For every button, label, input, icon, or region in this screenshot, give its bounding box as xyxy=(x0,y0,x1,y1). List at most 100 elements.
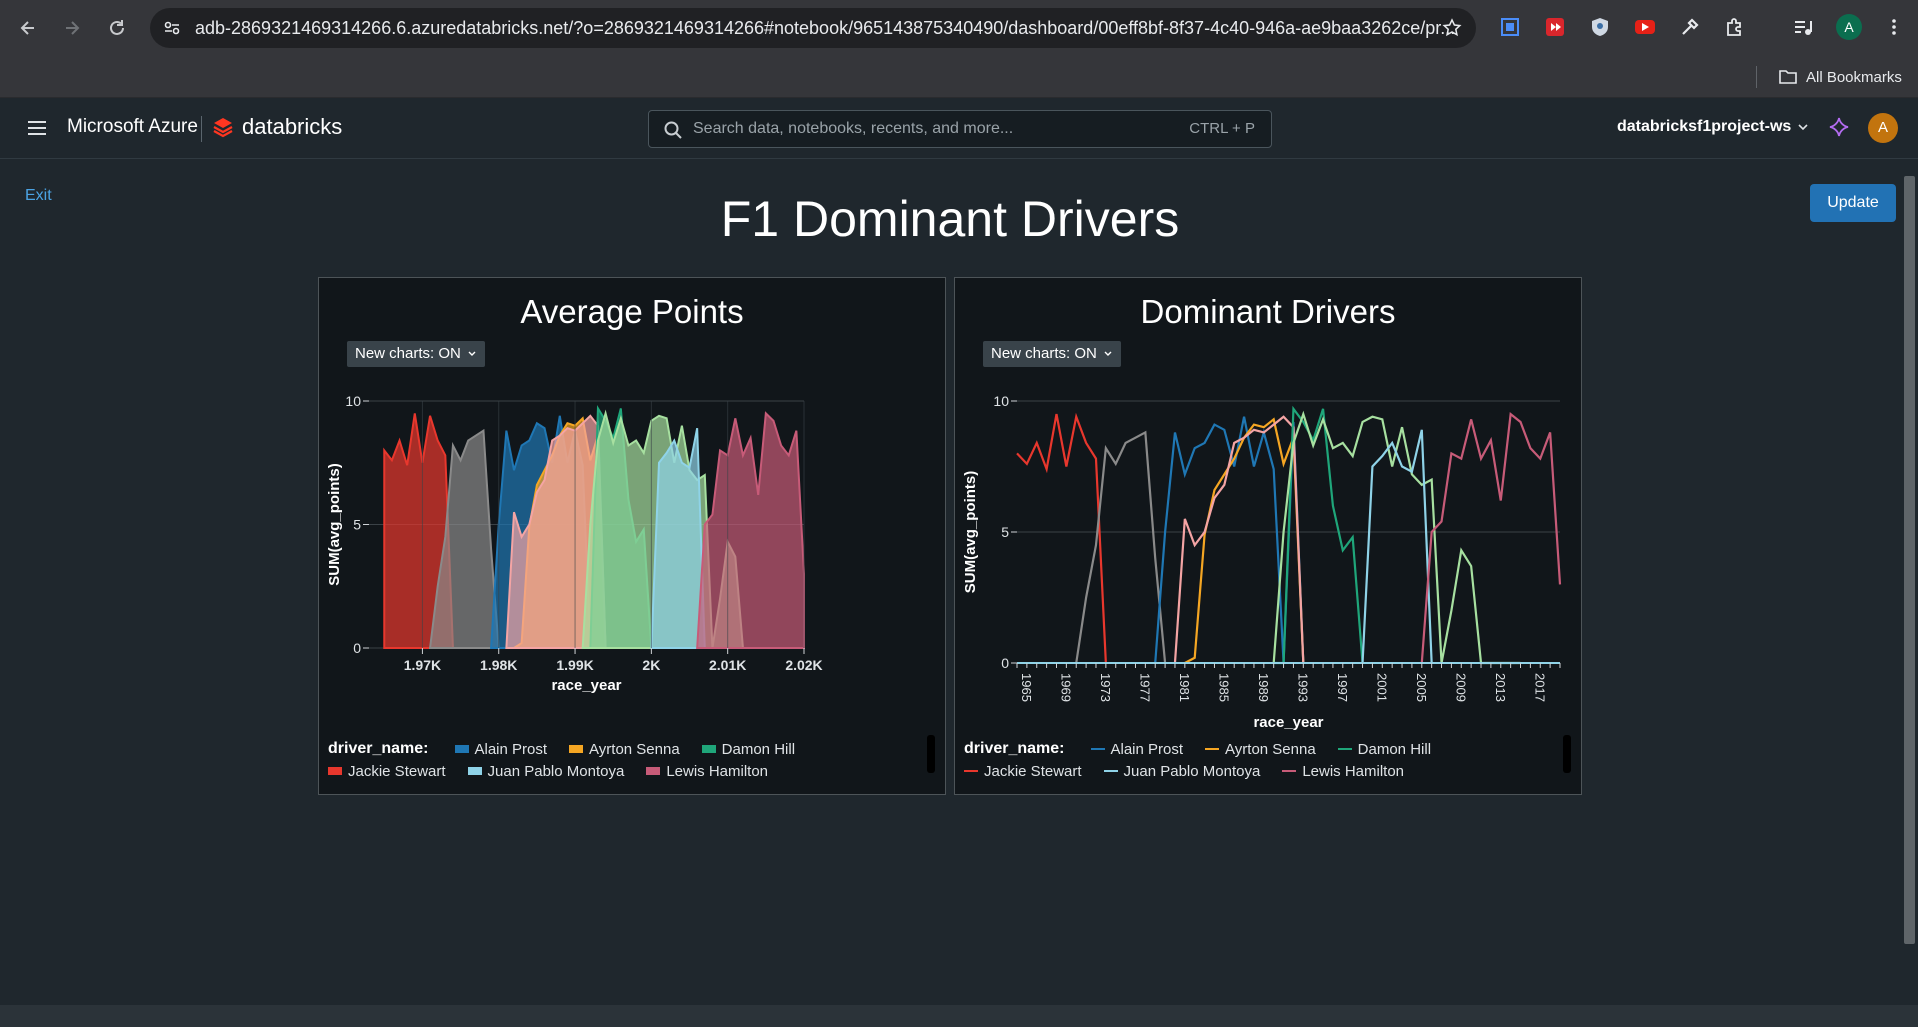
media-control-icon[interactable] xyxy=(1790,14,1816,40)
x-tick-label: 1973 xyxy=(1098,673,1113,702)
video-extension-icon[interactable] xyxy=(1542,14,1568,40)
chrome-profile-avatar[interactable]: A xyxy=(1836,14,1862,40)
line-series-driver-7[interactable] xyxy=(1272,410,1521,665)
brand-divider xyxy=(201,116,202,142)
toggle-label: New charts: ON xyxy=(991,345,1097,362)
chart-panel-average-points: Average Points New charts: ON 0 5 10 1.97K 1… xyxy=(318,277,946,795)
reload-button[interactable] xyxy=(101,12,133,44)
user-avatar[interactable]: A xyxy=(1868,113,1898,143)
address-bar[interactable]: adb-2869321469314266.6.azuredatabricks.n… xyxy=(150,8,1476,48)
x-tick-label: 2.02K xyxy=(785,657,822,673)
area-series-lewis-hamilton[interactable] xyxy=(696,411,805,649)
area-series-driver-5[interactable] xyxy=(505,414,607,649)
page-scrollbar-thumb[interactable] xyxy=(1904,176,1915,944)
x-tick-label: 2.01K xyxy=(709,657,746,673)
new-charts-toggle[interactable]: New charts: ON xyxy=(983,341,1121,367)
workspace-switcher[interactable]: databricksf1project-ws xyxy=(1617,118,1809,136)
legend-item-ayrton-senna[interactable]: Ayrton Senna xyxy=(1205,741,1316,758)
youtube-extension-icon[interactable] xyxy=(1632,14,1658,40)
assistant-sparkle-icon[interactable] xyxy=(1828,116,1850,138)
line-series-driver-2[interactable] xyxy=(1075,430,1167,664)
line-series-damon-hill[interactable] xyxy=(1273,405,1364,665)
legend-item-juan-pablo-montoya[interactable]: Juan Pablo Montoya xyxy=(1103,763,1260,780)
x-tick-label: 1989 xyxy=(1256,673,1271,702)
line-series-jackie-stewart[interactable] xyxy=(1016,412,1107,664)
arrow-right-icon xyxy=(66,21,80,35)
search-input[interactable] xyxy=(693,111,1133,147)
legend-title: driver_name: xyxy=(328,740,429,757)
x-tick-label: 2001 xyxy=(1374,673,1389,702)
all-bookmarks-button[interactable]: All Bookmarks xyxy=(1778,65,1902,89)
x-tick-label: 2K xyxy=(642,657,660,673)
x-axis-label: race_year xyxy=(1253,714,1323,731)
legend: driver_name: Alain Prost Ayrton Senna Da… xyxy=(964,738,1544,782)
panel-title: Average Points xyxy=(520,293,744,330)
legend-item-jackie-stewart[interactable]: Jackie Stewart xyxy=(328,763,446,780)
y-tick-label: 0 xyxy=(353,640,361,656)
exit-link[interactable]: Exit xyxy=(25,187,52,204)
x-tick-label: 1.97K xyxy=(404,657,441,673)
chevron-down-icon xyxy=(1798,124,1808,131)
legend-item-lewis-hamilton[interactable]: Lewis Hamilton xyxy=(1282,763,1404,780)
legend-item-alain-prost[interactable]: Alain Prost xyxy=(454,741,547,758)
legend-scrollbar[interactable] xyxy=(927,735,935,773)
line-series-driver-5[interactable] xyxy=(1173,415,1305,664)
folder-icon xyxy=(1779,70,1797,84)
hamburger-menu-icon[interactable] xyxy=(26,118,48,138)
legend-item-damon-hill[interactable]: Damon Hill xyxy=(701,741,795,758)
eyedropper-extension-icon[interactable] xyxy=(1677,14,1703,40)
y-tick-label: 10 xyxy=(993,393,1009,409)
search-icon xyxy=(664,121,682,139)
area-series-jackie-stewart[interactable] xyxy=(383,413,454,649)
legend-item-alain-prost[interactable]: Alain Prost xyxy=(1090,741,1183,758)
x-tick-label: 1985 xyxy=(1216,673,1231,702)
legend-item-lewis-hamilton[interactable]: Lewis Hamilton xyxy=(646,763,768,780)
databricks-logo-icon xyxy=(213,118,233,138)
forward-button[interactable] xyxy=(56,12,88,44)
line-series-alain-prost[interactable] xyxy=(1154,416,1305,664)
shield-extension-icon[interactable] xyxy=(1587,14,1613,40)
horizontal-scrollbar[interactable] xyxy=(0,1005,1918,1027)
extensions-puzzle-icon[interactable] xyxy=(1722,14,1748,40)
x-tick-label: 2013 xyxy=(1493,673,1508,702)
legend-item-damon-hill[interactable]: Damon Hill xyxy=(1337,741,1431,758)
reload-icon xyxy=(110,20,124,35)
y-tick-label: 5 xyxy=(1001,524,1009,540)
x-tick-label: 1969 xyxy=(1058,673,1073,702)
y-tick-label: 0 xyxy=(1001,655,1009,671)
brand-databricks[interactable]: databricks xyxy=(212,114,342,140)
area-series-juan-pablo-montoya[interactable] xyxy=(650,427,706,649)
legend-item-ayrton-senna[interactable]: Ayrton Senna xyxy=(569,741,680,758)
chrome-menu-icon[interactable] xyxy=(1881,14,1907,40)
legend-scrollbar[interactable] xyxy=(1563,735,1571,773)
x-tick-label: 1965 xyxy=(1019,673,1034,702)
workspace-name: databricksf1project-ws xyxy=(1617,118,1792,135)
brand-microsoft-azure[interactable]: Microsoft Azure xyxy=(67,116,198,137)
update-button[interactable]: Update xyxy=(1810,184,1896,222)
site-settings-icon[interactable] xyxy=(162,18,182,38)
new-charts-toggle[interactable]: New charts: ON xyxy=(347,341,485,367)
y-tick-label: 5 xyxy=(353,517,361,533)
dashboard-title: F1 Dominant Drivers xyxy=(720,191,1180,247)
url-text[interactable]: adb-2869321469314266.6.azuredatabricks.n… xyxy=(195,18,1456,38)
screenshot-extension-icon[interactable] xyxy=(1497,14,1523,40)
app-header: Microsoft Azure databricks CTRL + P data… xyxy=(0,98,1918,159)
x-tick-label: 2009 xyxy=(1453,673,1468,702)
x-tick-label: 1977 xyxy=(1137,673,1152,702)
dominant-drivers-line-chart: 0 5 10 1965 1969 1973 1977 1981 1985 1989 1993 1997… xyxy=(962,393,1562,731)
global-search[interactable]: CTRL + P xyxy=(648,110,1272,148)
chevron-down-icon xyxy=(468,351,476,356)
area-series-driver-2[interactable] xyxy=(428,428,500,649)
x-tick-label: 1.98K xyxy=(480,657,517,673)
legend-item-jackie-stewart[interactable]: Jackie Stewart xyxy=(964,763,1082,780)
y-tick-label: 10 xyxy=(345,393,361,409)
line-series-juan-pablo-montoya[interactable] xyxy=(1361,429,1433,664)
legend-item-juan-pablo-montoya[interactable]: Juan Pablo Montoya xyxy=(467,763,624,780)
bookmarks-divider xyxy=(1756,66,1757,88)
back-button[interactable] xyxy=(12,12,44,44)
x-tick-label: 2005 xyxy=(1414,673,1429,702)
line-series-lewis-hamilton[interactable] xyxy=(1420,412,1562,664)
search-shortcut-hint: CTRL + P xyxy=(1189,120,1255,137)
y-axis-label: SUM(avg_points) xyxy=(326,463,343,586)
bookmark-star-icon[interactable] xyxy=(1442,18,1462,38)
